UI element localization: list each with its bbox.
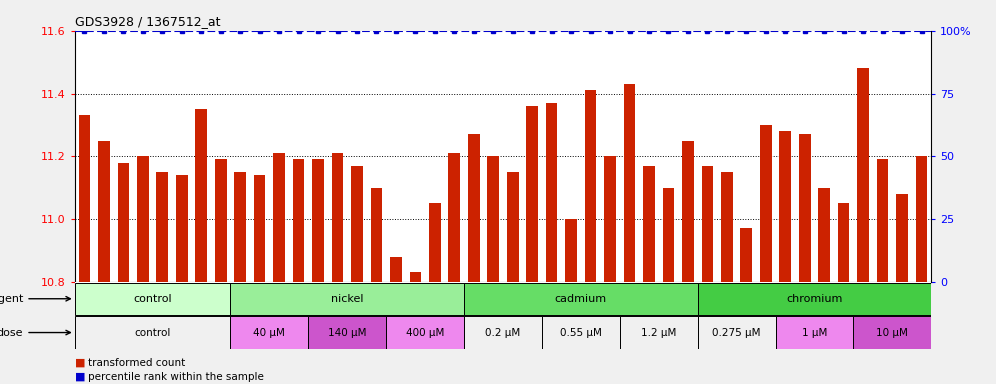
Bar — [799, 134, 811, 282]
Bar — [429, 204, 440, 282]
Bar — [487, 156, 499, 282]
Bar — [876, 159, 888, 282]
Bar — [662, 188, 674, 282]
Bar — [697, 316, 776, 349]
Text: cadmium: cadmium — [555, 294, 607, 304]
Bar — [915, 156, 927, 282]
Bar — [605, 156, 616, 282]
Bar — [620, 316, 697, 349]
Bar — [468, 134, 480, 282]
Bar — [371, 188, 382, 282]
Bar — [566, 219, 577, 282]
Bar — [234, 172, 246, 282]
Bar — [760, 125, 772, 282]
Bar — [546, 103, 558, 282]
Text: control: control — [133, 294, 172, 304]
Bar — [390, 257, 401, 282]
Bar — [819, 188, 830, 282]
Bar — [215, 159, 226, 282]
Text: dose: dose — [0, 328, 71, 338]
Bar — [585, 90, 597, 282]
Bar — [776, 316, 854, 349]
Text: 400 μM: 400 μM — [406, 328, 444, 338]
Text: 1.2 μM: 1.2 μM — [641, 328, 676, 338]
Bar — [118, 162, 129, 282]
Text: ■: ■ — [75, 358, 86, 368]
Bar — [896, 194, 908, 282]
Bar — [195, 109, 207, 282]
Bar — [176, 175, 187, 282]
Bar — [448, 153, 460, 282]
Bar — [542, 316, 620, 349]
Bar — [858, 68, 869, 282]
Bar — [623, 84, 635, 282]
Bar — [254, 175, 266, 282]
Bar — [643, 166, 654, 282]
Text: control: control — [134, 328, 170, 338]
Bar — [309, 316, 386, 349]
Bar — [79, 116, 91, 282]
Bar — [682, 141, 694, 282]
Bar — [409, 272, 421, 282]
Bar — [312, 159, 324, 282]
Bar — [854, 316, 931, 349]
Text: 0.2 μM: 0.2 μM — [485, 328, 521, 338]
Bar — [464, 316, 542, 349]
Text: 10 μM: 10 μM — [876, 328, 908, 338]
Bar — [507, 172, 519, 282]
Text: ■: ■ — [75, 372, 86, 382]
Bar — [273, 153, 285, 282]
Bar — [293, 159, 305, 282]
Text: 40 μM: 40 μM — [253, 328, 285, 338]
Bar — [75, 283, 230, 315]
Text: 0.55 μM: 0.55 μM — [560, 328, 602, 338]
Bar — [352, 166, 363, 282]
Bar — [697, 283, 931, 315]
Text: 0.275 μM: 0.275 μM — [712, 328, 761, 338]
Bar — [332, 153, 344, 282]
Bar — [386, 316, 464, 349]
Text: nickel: nickel — [331, 294, 364, 304]
Bar — [838, 204, 850, 282]
Bar — [701, 166, 713, 282]
Bar — [740, 228, 752, 282]
Bar — [780, 131, 791, 282]
Bar — [526, 106, 538, 282]
Text: transformed count: transformed count — [88, 358, 185, 368]
Bar — [230, 283, 464, 315]
Bar — [156, 172, 168, 282]
Bar — [98, 141, 110, 282]
Text: 140 μM: 140 μM — [328, 328, 367, 338]
Bar — [230, 316, 309, 349]
Text: GDS3928 / 1367512_at: GDS3928 / 1367512_at — [75, 15, 220, 28]
Text: percentile rank within the sample: percentile rank within the sample — [88, 372, 264, 382]
Text: chromium: chromium — [786, 294, 843, 304]
Bar — [137, 156, 148, 282]
Bar — [464, 283, 697, 315]
Text: agent: agent — [0, 294, 71, 304]
Text: 1 μM: 1 μM — [802, 328, 827, 338]
Bar — [721, 172, 733, 282]
Bar — [75, 316, 230, 349]
